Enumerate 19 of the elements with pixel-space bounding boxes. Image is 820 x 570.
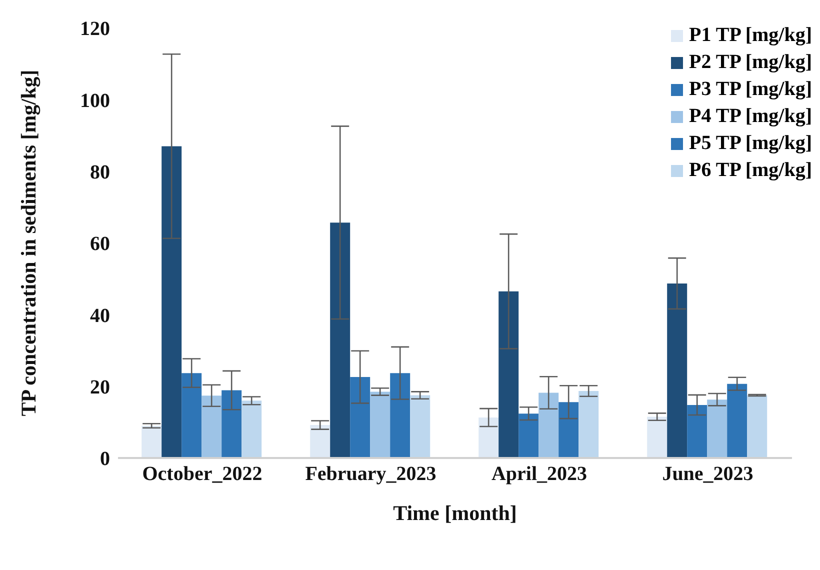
x-tick-label: June_2023 <box>662 463 754 486</box>
legend-label: P1 TP [mg/kg] <box>689 23 812 48</box>
x-tick-label: April_2023 <box>491 463 588 486</box>
y-tick-label: 40 <box>90 304 110 327</box>
x-tick-label: October_2022 <box>142 463 262 486</box>
y-tick-label: 0 <box>100 448 110 470</box>
y-tick-label: 80 <box>90 161 110 184</box>
y-axis-title: TP concentration in sediments [mg/kg] <box>16 70 40 416</box>
y-tick-label: 60 <box>90 233 110 256</box>
legend-label: P2 TP [mg/kg] <box>689 50 812 75</box>
x-tick-label: February_2023 <box>305 463 436 486</box>
legend-label: P4 TP [mg/kg] <box>689 104 812 129</box>
y-tick-label: 100 <box>80 90 110 112</box>
x-axis-title: Time [month] <box>393 501 517 525</box>
legend-label: P5 TP [mg/kg] <box>689 131 812 156</box>
y-tick-label: 120 <box>80 18 110 40</box>
legend-label: P3 TP [mg/kg] <box>689 77 812 102</box>
legend-label: P6 TP [mg/kg] <box>689 158 812 183</box>
y-tick-label: 20 <box>90 376 110 398</box>
